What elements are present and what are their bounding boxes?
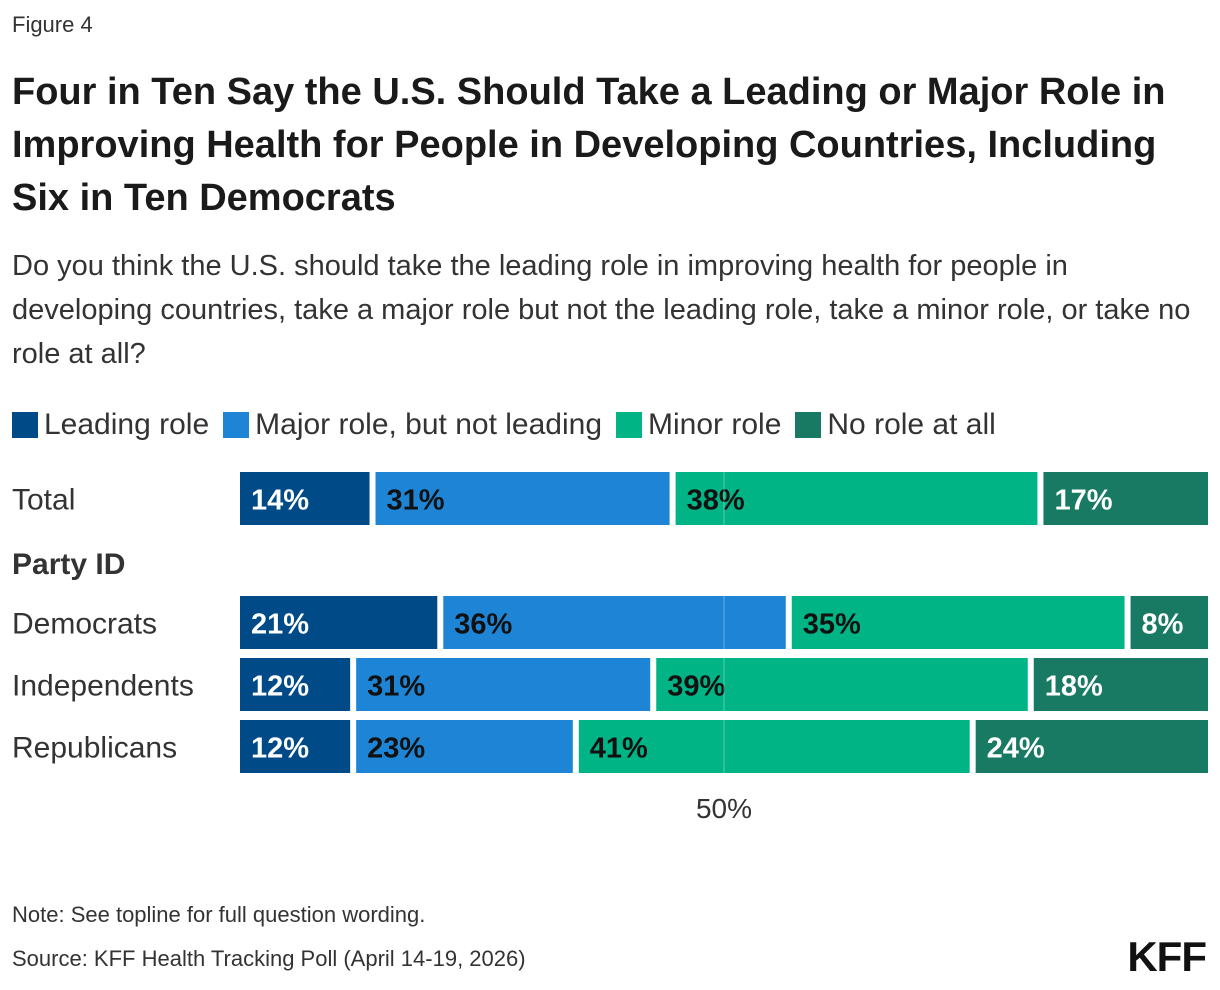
data-label-democrats-minor-role: 35% [803,609,861,641]
bar-total-major-role-but-not-leading [375,472,670,525]
bar-republicans-minor-role [578,720,970,773]
category-label-independents: Independents [12,670,194,703]
legend-swatch-no-role [795,412,822,438]
data-label-independents-leading-role: 12% [251,671,309,703]
data-label-republicans-minor-role: 41% [590,733,648,765]
data-label-total-minor-role: 38% [687,485,745,517]
data-label-total-major-role-but-not-leading: 31% [387,485,445,517]
kff-logo: KFF [1127,933,1207,980]
bar-independents-no-role-at-all [1033,658,1208,711]
legend-label-leading: Leading role [44,408,210,441]
data-label-republicans-major-role-but-not-leading: 23% [367,733,425,765]
category-label-democrats: Democrats [12,608,157,641]
data-label-independents-minor-role: 39% [667,671,725,703]
legend: Leading role Major role, but not leading… [12,404,1000,446]
legend-swatch-leading [12,412,38,438]
legend-swatch-major [223,412,250,438]
legend-label-major: Major role, but not leading [255,408,603,441]
axis-tick-label-50: 50% [696,793,752,824]
bar-total-minor-role [675,472,1038,525]
legend-item-no-role: No role at all [795,408,996,442]
category-label-total: Total [12,484,75,517]
data-label-independents-major-role-but-not-leading: 31% [367,671,425,703]
bar-democrats-leading-role [240,596,438,649]
chart-subtitle: Do you think the U.S. should take the le… [12,250,1191,370]
legend-label-minor: Minor role [648,408,782,441]
bar-democrats-minor-role [791,596,1125,649]
bar-total-no-role-at-all [1043,472,1208,525]
stacked-bar-chart: Total 14% 31% 38% 17% Democrats 21% 36% 35% 8% Ind… [12,466,1208,824]
data-label-total-leading-role: 14% [251,485,309,517]
legend-swatch-minor [616,412,643,438]
data-label-democrats-no-role-at-all: 8% [1142,609,1184,641]
group-label-party-id: Party ID [12,548,125,581]
bar-democrats-no-role-at-all [1130,596,1208,649]
data-label-democrats-leading-role: 21% [251,609,309,641]
data-label-republicans-no-role-at-all: 24% [987,733,1045,765]
data-label-independents-no-role-at-all: 18% [1045,671,1103,703]
data-label-total-no-role-at-all: 17% [1054,485,1112,517]
bar-independents-leading-role [240,658,351,711]
legend-item-minor: Minor role [616,408,781,442]
bar-independents-minor-role [656,658,1028,711]
bar-democrats-major-role-but-not-leading [443,596,786,649]
bar-total-leading-role [240,472,370,525]
bar-republicans-leading-role [240,720,351,773]
data-label-republicans-leading-role: 12% [251,733,309,765]
legend-item-leading: Leading role [12,408,209,442]
data-label-democrats-major-role-but-not-leading: 36% [454,609,512,641]
figure-label: Figure 4 [12,12,93,37]
chart-title: Four in Ten Say the U.S. Should Take a L… [12,71,1166,219]
footer-note: Note: See topline for full question word… [12,902,426,927]
footer-source: Source: KFF Health Tracking Poll (April … [12,946,526,971]
legend-label-no-role: No role at all [827,408,996,441]
bar-republicans-no-role-at-all [975,720,1208,773]
bar-independents-major-role-but-not-leading [356,658,651,711]
category-label-republicans: Republicans [12,732,177,765]
legend-item-major: Major role, but not leading [223,408,602,442]
bar-republicans-major-role-but-not-leading [356,720,573,773]
